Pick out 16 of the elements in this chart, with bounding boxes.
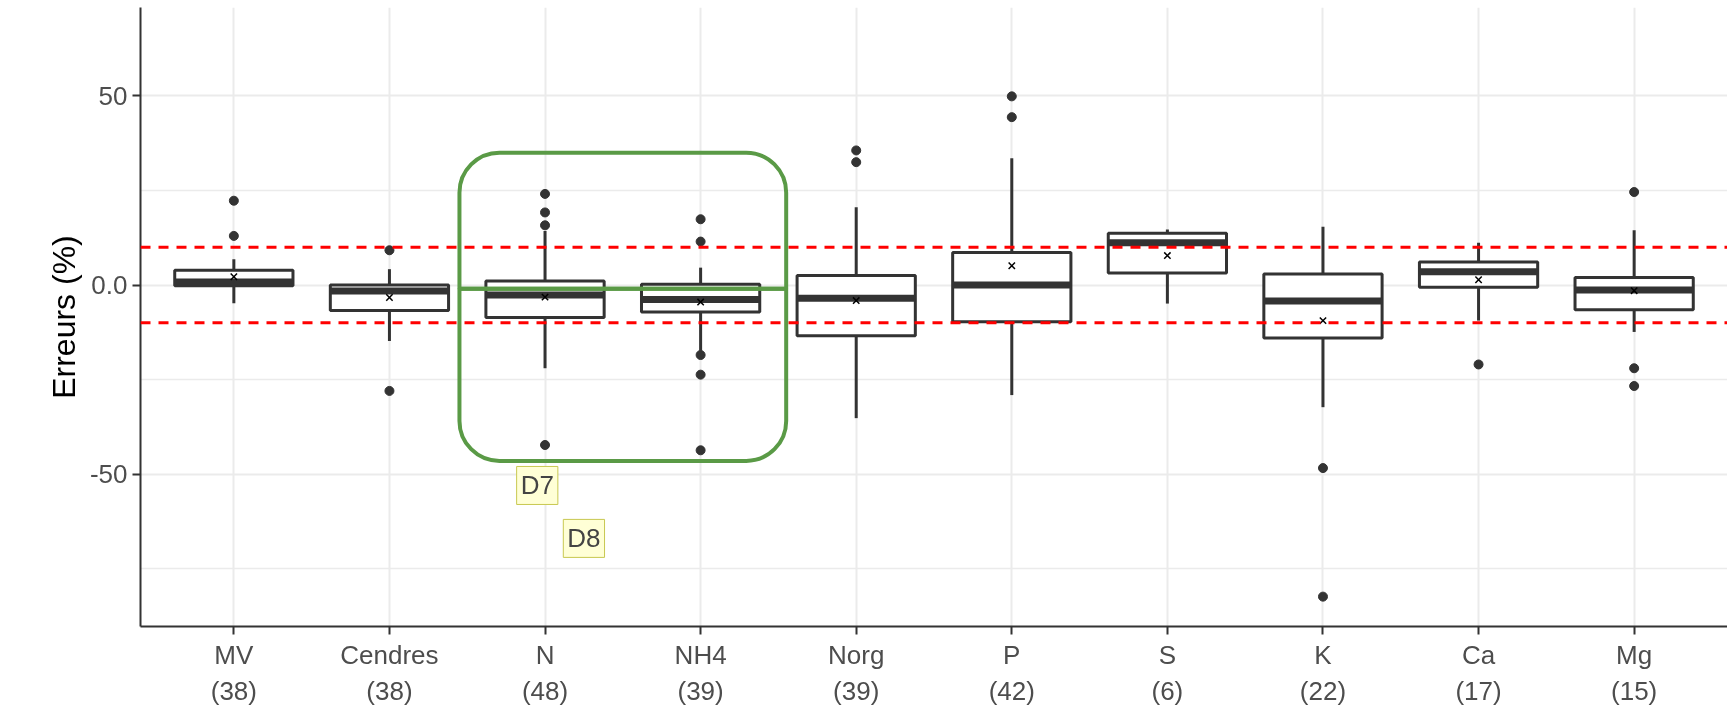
annotation: D8	[567, 523, 601, 554]
y-tick-label: 0.0	[91, 270, 128, 301]
y-tick-label: -50	[89, 459, 128, 490]
x-tick-label: Ca (17)	[1455, 639, 1502, 706]
annotation: D7	[520, 470, 554, 501]
y-axis-title: Erreurs (%)	[45, 235, 82, 399]
x-tick-label: S (6)	[1151, 639, 1184, 706]
x-tick-label: Cendres (38)	[340, 639, 439, 706]
x-tick-label: Norg (39)	[828, 639, 885, 706]
x-tick-label: NH4 (39)	[674, 639, 727, 706]
y-tick-label: 50	[98, 80, 128, 111]
x-tick-label: N (48)	[521, 639, 569, 706]
x-tick-label: MV (38)	[210, 639, 257, 706]
x-tick-label: K (22)	[1299, 639, 1347, 706]
x-tick-label: P (42)	[988, 639, 1035, 706]
x-tick-label: Mg (15)	[1611, 639, 1658, 706]
